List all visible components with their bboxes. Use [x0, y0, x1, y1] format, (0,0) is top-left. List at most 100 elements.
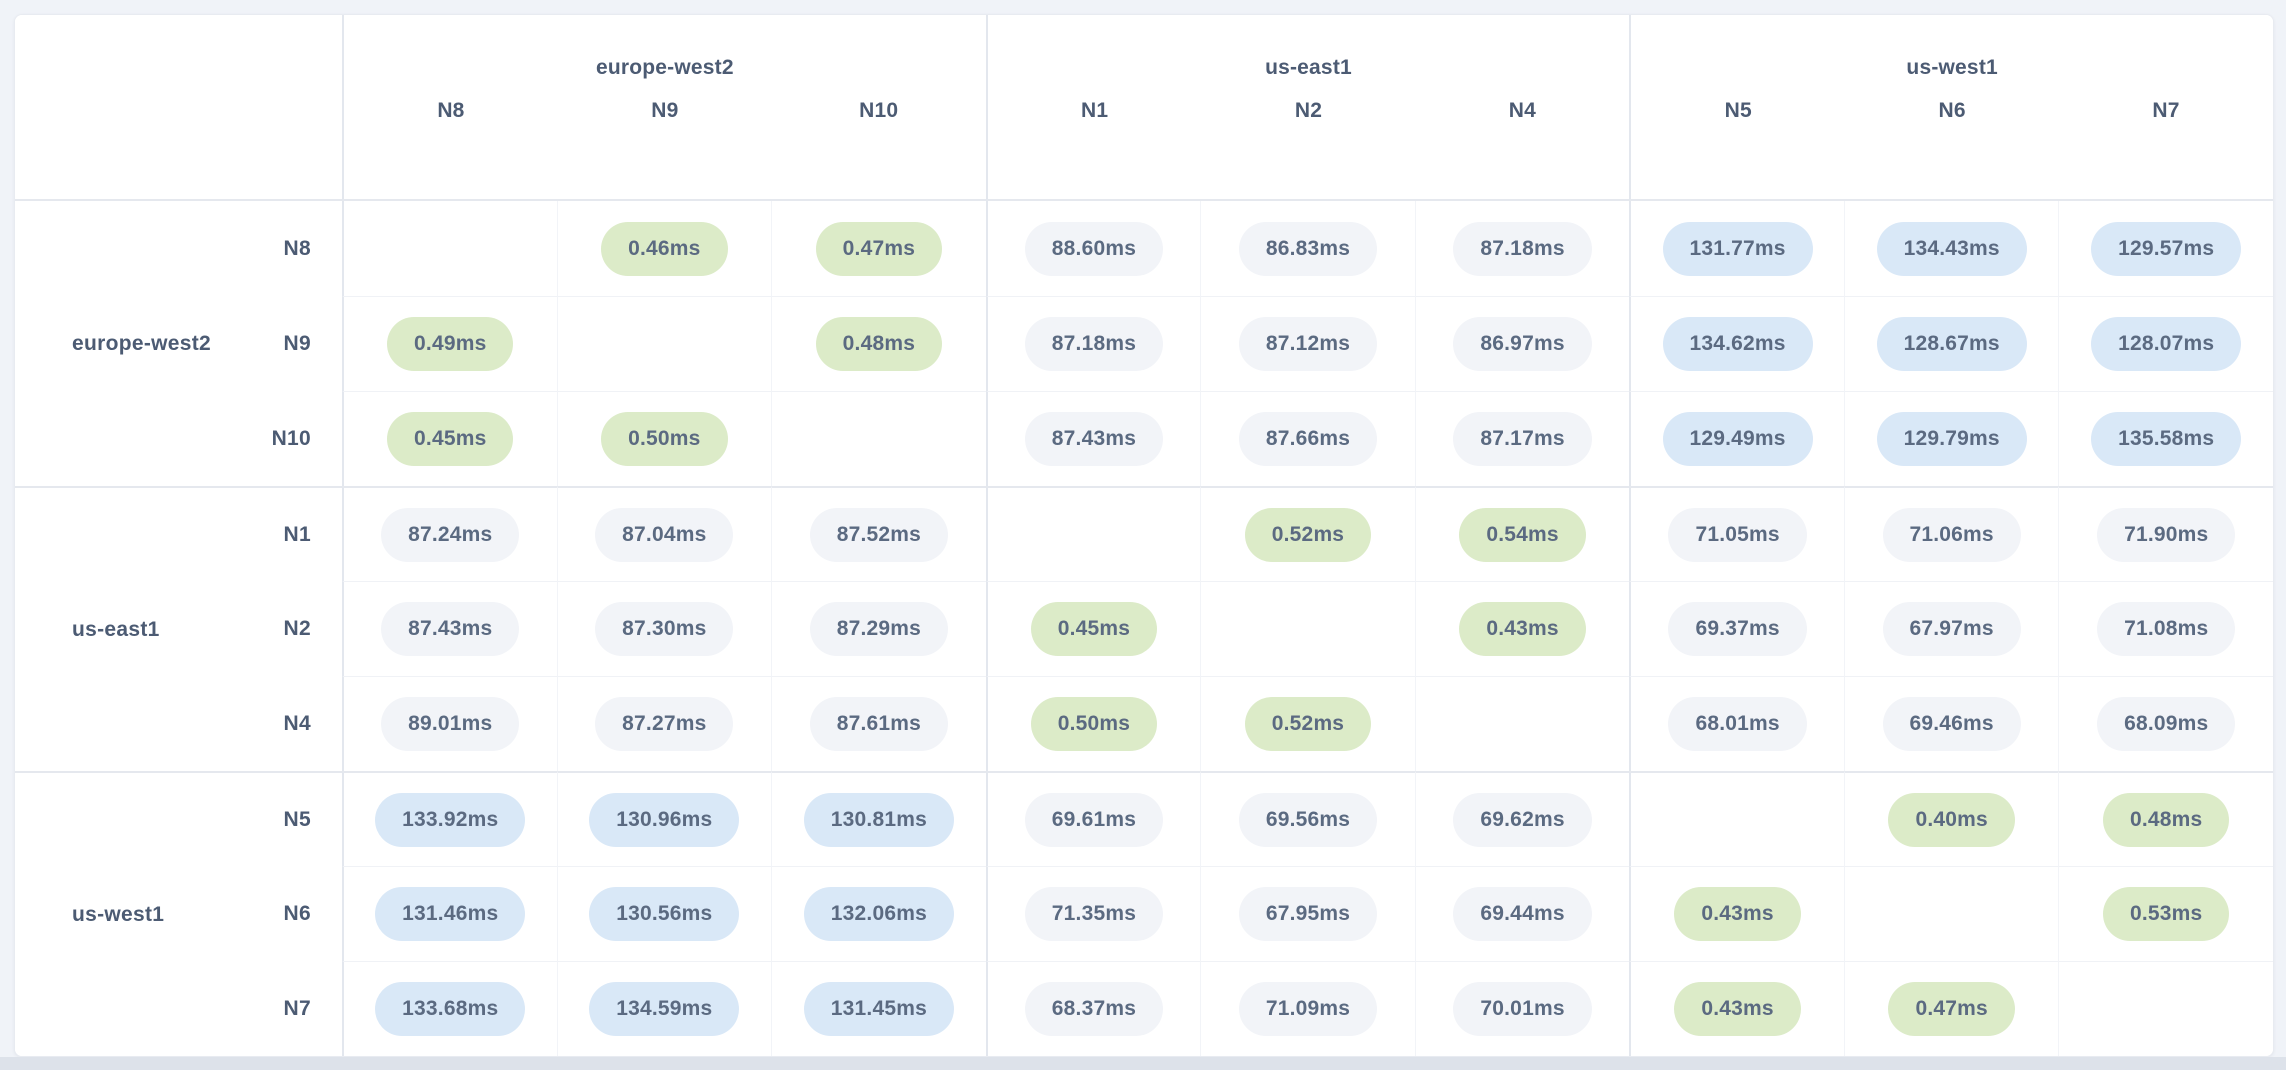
latency-cell: [1629, 771, 1844, 866]
latency-cell: 87.27ms: [556, 676, 772, 771]
latency-pill: 67.95ms: [1238, 887, 1378, 941]
latency-pill: 71.35ms: [1024, 887, 1164, 941]
column-node-label: N6: [1938, 99, 1966, 122]
latency-cell: 134.59ms: [556, 961, 772, 1056]
latency-cell: 0.46ms: [556, 201, 772, 296]
latency-cell: 67.97ms: [1843, 581, 2059, 676]
column-group-label: europe-west2: [595, 56, 734, 79]
matrix-corner: [15, 15, 342, 201]
latency-cell: 87.66ms: [1200, 391, 1415, 486]
column-node-label: N7: [2152, 99, 2180, 122]
latency-pill: 70.01ms: [1453, 982, 1592, 1036]
latency-pill: 87.18ms: [1024, 317, 1164, 371]
latency-pill: 71.06ms: [1882, 507, 2021, 562]
row-node-label: N5: [283, 808, 311, 832]
latency-cell: [342, 201, 557, 296]
latency-pill: 68.37ms: [1024, 982, 1164, 1036]
column-node-row: N5 N6 N7: [1631, 99, 2273, 123]
latency-cell: 69.61ms: [985, 771, 1201, 866]
latency-cell: 69.37ms: [1629, 581, 1844, 676]
latency-pill: 0.48ms: [815, 317, 943, 371]
latency-cell: 0.43ms: [1414, 581, 1630, 676]
row-node-label: N1: [283, 523, 311, 547]
latency-pill: 131.45ms: [803, 982, 954, 1036]
latency-cell: 130.56ms: [556, 866, 772, 961]
latency-cell: 71.08ms: [2058, 581, 2273, 676]
latency-cell: 87.30ms: [556, 581, 772, 676]
latency-pill: 71.08ms: [2097, 602, 2236, 656]
latency-cell: 67.95ms: [1200, 866, 1415, 961]
latency-cell: [771, 391, 986, 486]
latency-pill: 68.09ms: [2097, 697, 2236, 751]
column-group-label: us-east1: [1265, 56, 1352, 79]
latency-pill: 0.43ms: [1459, 602, 1586, 656]
latency-cell: 0.47ms: [771, 201, 986, 296]
latency-pill: 86.83ms: [1238, 221, 1378, 276]
latency-cell: 68.01ms: [1629, 676, 1844, 771]
latency-cell: 87.12ms: [1200, 296, 1415, 391]
latency-cell: 0.40ms: [1843, 771, 2059, 866]
latency-pill: 134.59ms: [589, 982, 740, 1036]
row-node-label: N7: [283, 996, 311, 1020]
latency-cell: 129.79ms: [1843, 391, 2059, 486]
column-node-row: N8 N9 N10: [344, 99, 986, 123]
latency-pill: 89.01ms: [381, 697, 520, 751]
latency-pill: 69.56ms: [1238, 792, 1378, 847]
latency-cell: 86.83ms: [1200, 201, 1415, 296]
column-node-label: N2: [1294, 99, 1323, 122]
latency-cell: 87.18ms: [1414, 201, 1630, 296]
latency-cell: 134.43ms: [1843, 201, 2059, 296]
latency-pill: 129.49ms: [1662, 412, 1813, 466]
latency-cell: 131.46ms: [342, 866, 557, 961]
latency-cell: [985, 486, 1201, 581]
latency-cell: 71.35ms: [985, 866, 1201, 961]
row-group-header: europe-west2 N8 N9 N10: [15, 201, 342, 486]
latency-cell: [1843, 866, 2059, 961]
latency-cell: 68.09ms: [2058, 676, 2273, 771]
latency-cell: 0.50ms: [556, 391, 772, 486]
latency-pill: 130.96ms: [589, 792, 740, 847]
latency-pill: 128.07ms: [2091, 317, 2242, 371]
latency-cell: 0.52ms: [1200, 486, 1415, 581]
latency-cell: 87.43ms: [985, 391, 1201, 486]
latency-cell: 0.54ms: [1414, 486, 1630, 581]
latency-cell: 129.49ms: [1629, 391, 1844, 486]
latency-pill: 71.05ms: [1668, 507, 1807, 562]
latency-matrix: europe-west2 N8 N9 N10 us-east1 N1 N2 N4 us-west…: [15, 15, 2273, 1056]
row-node-column: N8 N9 N10: [272, 201, 311, 486]
latency-cell: [1200, 581, 1415, 676]
latency-pill: 87.30ms: [595, 602, 734, 656]
latency-pill: 0.50ms: [1030, 697, 1158, 751]
latency-pill: 128.67ms: [1876, 317, 2027, 371]
latency-cell: 0.49ms: [342, 296, 557, 391]
latency-cell: 87.18ms: [985, 296, 1201, 391]
horizontal-scrollbar[interactable]: [0, 1057, 2286, 1070]
row-group-label: us-west1: [72, 902, 165, 926]
latency-pill: 0.47ms: [1888, 982, 2015, 1036]
latency-pill: 0.50ms: [601, 412, 728, 466]
column-group-header: us-east1 N1 N2 N4: [985, 15, 1630, 201]
row-node-column: N1 N2 N4: [284, 488, 311, 771]
latency-pill: 0.45ms: [387, 412, 514, 466]
latency-cell: 131.45ms: [771, 961, 986, 1056]
latency-pill: 133.92ms: [375, 792, 526, 847]
latency-cell: 89.01ms: [342, 676, 557, 771]
latency-pill: 129.79ms: [1876, 412, 2027, 466]
latency-cell: 71.09ms: [1200, 961, 1415, 1056]
latency-pill: 87.12ms: [1238, 317, 1378, 371]
latency-cell: 87.43ms: [342, 581, 557, 676]
row-group-label: us-east1: [72, 617, 160, 641]
latency-cell: 71.05ms: [1629, 486, 1844, 581]
latency-pill: 68.01ms: [1668, 697, 1807, 751]
column-node-label: N10: [859, 99, 899, 122]
latency-pill: 87.18ms: [1453, 221, 1592, 276]
column-group-header: europe-west2 N8 N9 N10: [342, 15, 986, 201]
latency-cell: 86.97ms: [1414, 296, 1630, 391]
latency-cell: [556, 296, 772, 391]
latency-pill: 87.04ms: [595, 507, 734, 562]
latency-pill: 87.43ms: [1024, 412, 1164, 466]
latency-pill: 69.61ms: [1024, 792, 1164, 847]
latency-cell: 132.06ms: [771, 866, 986, 961]
latency-pill: 0.47ms: [815, 221, 943, 276]
latency-pill: 87.29ms: [809, 602, 949, 656]
